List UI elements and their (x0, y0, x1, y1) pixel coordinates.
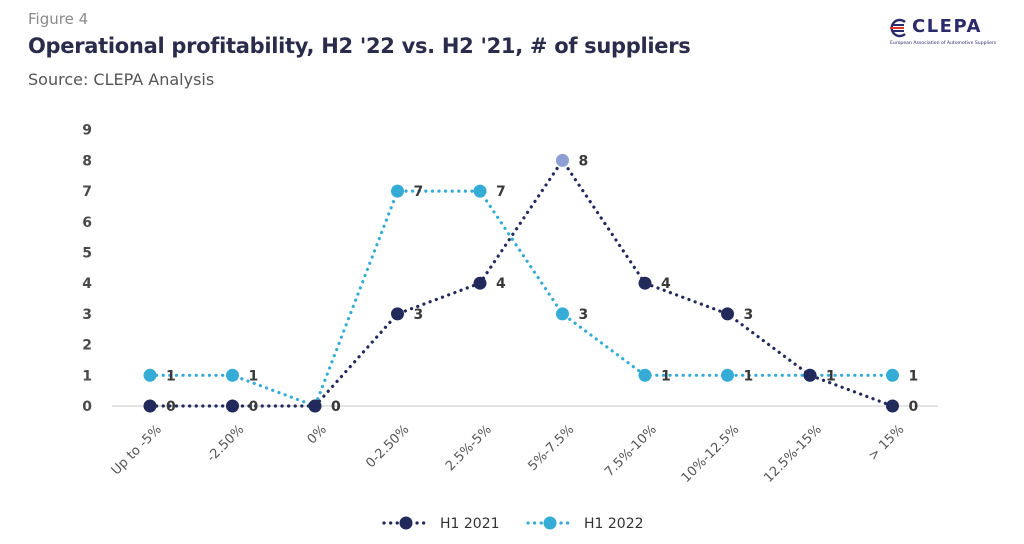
data-point (556, 307, 569, 321)
data-point (886, 399, 899, 413)
data-label: 1 (661, 368, 671, 384)
x-tick-label: 12.5%-15% (761, 422, 825, 486)
data-label: 1 (909, 368, 919, 384)
x-tick-label: 0-2.50% (363, 422, 412, 471)
legend-label: H1 2022 (584, 516, 644, 532)
chart-source: Source: CLEPA Analysis (28, 70, 215, 89)
data-point (226, 368, 239, 382)
x-tick-label: Up to -5% (109, 422, 165, 478)
x-tick-label: > 15% (866, 422, 908, 464)
logo-tagline: European Association of Automotive Suppl… (890, 41, 997, 46)
x-tick-label: 5%-7.5% (525, 422, 577, 474)
series-layer: 1 1 0 7 7 3 1 1 1 10 0 0 3 4 8 4 3 1 0 (143, 153, 919, 415)
data-label: 3 (414, 307, 424, 323)
y-tick-label: 4 (82, 276, 92, 292)
data-point (803, 368, 817, 382)
data-point (556, 153, 569, 167)
data-label: 1 (744, 368, 754, 384)
data-point (143, 368, 157, 382)
legend-swatch-marker (543, 516, 557, 530)
clepa-logo: CLEPA European Association of Automotive… (888, 16, 1008, 52)
legend-label: H1 2021 (440, 516, 500, 532)
data-point (391, 307, 404, 321)
y-tick-label: 2 (82, 338, 92, 354)
data-point (391, 184, 404, 198)
data-label: 4 (661, 276, 671, 292)
legend-item: H1 2021 (382, 516, 500, 532)
data-point (473, 276, 487, 290)
data-point (473, 184, 487, 198)
x-tick-label: 10%-12.5% (679, 422, 743, 486)
data-point (226, 399, 239, 413)
y-tick-label: 9 (82, 123, 92, 139)
data-label: 3 (744, 307, 754, 323)
data-label: 1 (826, 368, 836, 384)
data-point (143, 399, 157, 413)
y-tick-label: 5 (82, 246, 92, 262)
legend: H1 2021 H1 2022 (382, 516, 644, 532)
x-tick-label: 0% (305, 422, 330, 447)
data-label: 0 (331, 399, 341, 415)
y-tick-label: 0 (82, 399, 92, 415)
data-point (721, 307, 734, 321)
data-point (886, 368, 899, 382)
y-tick-label: 8 (82, 153, 92, 169)
y-tick-label: 1 (82, 368, 92, 384)
series-line (148, 157, 895, 408)
data-label: 0 (331, 399, 341, 415)
data-label: 0 (166, 399, 176, 415)
data-label: 8 (579, 153, 589, 169)
data-point (638, 368, 652, 382)
data-label: 1 (826, 368, 836, 384)
series-line (148, 189, 895, 409)
x-axis: Up to -5% -2.50% 0% 0-2.50% 2.5%-5% 5%-7.5% 7.… (109, 405, 938, 486)
logo-wordmark: CLEPA (912, 16, 982, 37)
y-tick-label: 6 (82, 215, 92, 231)
figure-label: Figure 4 (28, 10, 89, 28)
x-tick-label: 2.5%-5% (443, 422, 495, 474)
data-label: 0 (909, 399, 919, 415)
data-point (721, 368, 734, 382)
data-label: 7 (496, 184, 506, 200)
y-tick-label: 3 (82, 307, 92, 323)
data-label: 7 (414, 184, 424, 200)
chart-title: Operational profitability, H2 '22 vs. H2… (28, 34, 691, 58)
clepa-logo-icon (890, 18, 906, 38)
data-label: 1 (166, 368, 176, 384)
y-tick-label: 7 (82, 184, 92, 200)
y-axis: 0 1 2 3 4 5 6 7 8 9 (82, 123, 92, 415)
x-tick-label: 7.5%-10% (602, 422, 660, 480)
data-label: 0 (249, 399, 259, 415)
data-label: 4 (496, 276, 506, 292)
series-h1-2021: 0 0 0 3 4 8 4 3 1 0 (143, 153, 919, 415)
x-tick-label: -2.50% (204, 422, 247, 465)
data-label: 1 (249, 368, 259, 384)
series-h1-2022: 1 1 0 7 7 3 1 1 1 1 (143, 184, 919, 415)
legend-item: H1 2022 (526, 516, 644, 532)
legend-swatch-marker (399, 516, 413, 530)
data-point (308, 399, 322, 413)
data-label: 3 (579, 307, 589, 323)
data-point (638, 276, 652, 290)
